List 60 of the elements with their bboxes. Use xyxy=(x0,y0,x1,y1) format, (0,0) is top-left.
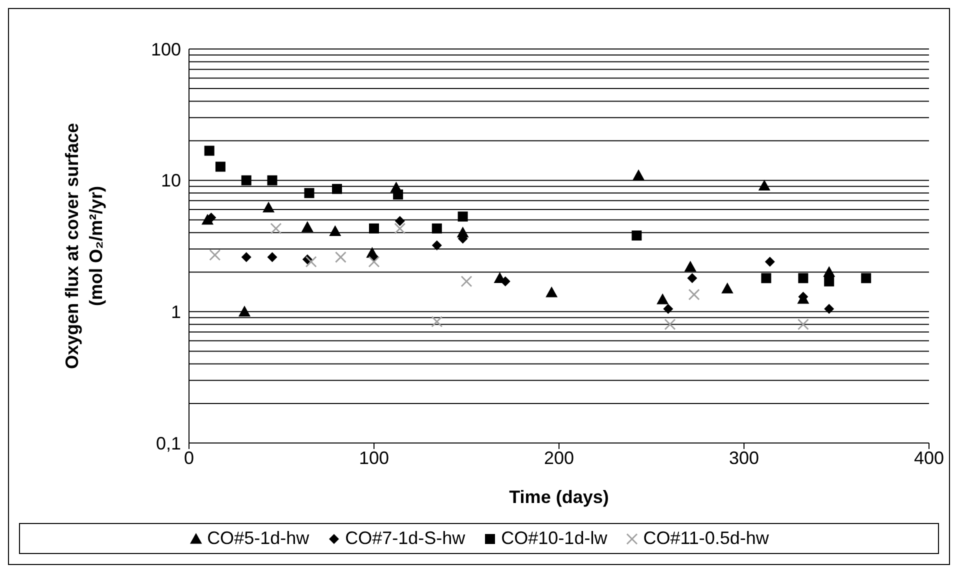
point xyxy=(329,225,342,236)
point xyxy=(824,304,834,314)
point xyxy=(368,256,380,268)
point xyxy=(209,249,221,261)
y-axis-title: Oxygen flux at cover surface (mol O₂/m²/yr) xyxy=(62,122,106,370)
point xyxy=(797,318,809,330)
point xyxy=(267,252,278,262)
point xyxy=(305,256,317,268)
point xyxy=(458,212,468,222)
point xyxy=(721,282,734,294)
point xyxy=(332,184,342,194)
y-tick-label: 1 xyxy=(170,302,181,322)
point xyxy=(432,240,442,250)
y-tick-label: 0,1 xyxy=(156,433,181,454)
point xyxy=(369,223,379,234)
point xyxy=(238,306,250,316)
point xyxy=(664,318,676,330)
point xyxy=(460,276,472,288)
point xyxy=(204,146,214,156)
point xyxy=(334,251,346,263)
point xyxy=(824,276,834,286)
point xyxy=(687,273,698,284)
point xyxy=(301,221,314,232)
point xyxy=(684,260,696,272)
point xyxy=(241,252,252,262)
x-tick-label: 200 xyxy=(544,448,574,468)
point xyxy=(656,293,669,304)
point xyxy=(241,175,252,186)
point xyxy=(432,223,442,234)
legend-label: CO#5-1d-hw xyxy=(207,528,310,549)
point xyxy=(393,190,404,200)
point xyxy=(758,180,770,191)
point xyxy=(546,286,558,298)
point xyxy=(861,273,872,284)
x-tick-label: 0 xyxy=(184,448,194,468)
y-tick-label: 10 xyxy=(160,170,181,191)
point xyxy=(215,162,226,172)
point xyxy=(270,222,282,234)
x-tick-label: 400 xyxy=(914,448,944,468)
point xyxy=(688,288,700,300)
x-axis-title: Time (days) xyxy=(509,487,609,507)
point xyxy=(304,188,314,198)
x-tick-label: 100 xyxy=(358,448,390,468)
point xyxy=(267,175,278,186)
point xyxy=(632,230,642,241)
legend-label: CO#11-0.5d-hw xyxy=(643,528,769,549)
legend-label: CO#7-1d-S-hw xyxy=(345,528,466,549)
point xyxy=(764,256,775,267)
point xyxy=(632,169,645,180)
point xyxy=(798,273,808,284)
point xyxy=(394,216,405,226)
point xyxy=(431,316,443,328)
point xyxy=(663,304,674,314)
legend-label: CO#10-1d-lw xyxy=(501,528,608,549)
point xyxy=(394,222,406,234)
point xyxy=(262,202,275,212)
y-tick-label: 100 xyxy=(150,39,181,60)
point xyxy=(761,273,772,284)
point xyxy=(823,266,836,277)
x-tick-label: 300 xyxy=(728,448,760,468)
